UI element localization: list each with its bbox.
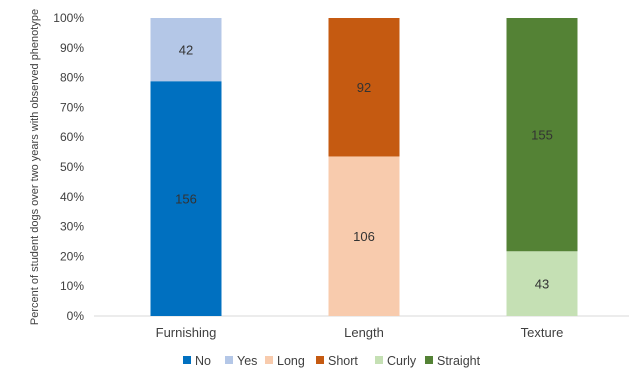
category-labels: Furnishing Length Texture (156, 325, 564, 340)
y-tick-label: 50% (60, 160, 84, 174)
legend-item: No (183, 354, 211, 368)
legend-swatch (225, 356, 233, 364)
legend-label: Short (328, 354, 358, 368)
data-label: 155 (531, 128, 553, 143)
legend-label: Long (277, 354, 305, 368)
legend-item: Curly (375, 354, 417, 368)
bar-segment (506, 251, 578, 316)
y-tick-label: 60% (60, 130, 84, 144)
y-axis-ticks: 0% 10% 20% 30% 40% 50% 60% 70% 80% 90% 100% (53, 11, 84, 323)
y-tick-label: 100% (53, 11, 84, 25)
bar-segment (150, 81, 222, 316)
y-tick-label: 40% (60, 190, 84, 204)
data-label: 43 (535, 277, 549, 292)
bar-segment (150, 18, 222, 82)
y-tick-label: 30% (60, 220, 84, 234)
y-tick-label: 80% (60, 71, 84, 85)
legend-swatch (316, 356, 324, 364)
category-label: Texture (521, 325, 564, 340)
legend-swatch (265, 356, 273, 364)
legend-item: Short (316, 354, 358, 368)
legend-swatch (183, 356, 191, 364)
bar-segment (328, 156, 400, 316)
bar-segment (506, 18, 578, 252)
legend-label: Straight (437, 354, 481, 368)
legend-label: No (195, 354, 211, 368)
bar-segment (328, 18, 400, 157)
data-label: 92 (357, 80, 371, 95)
legend-label: Curly (387, 354, 417, 368)
legend-item: Yes (225, 354, 257, 368)
legend-swatch (425, 356, 433, 364)
legend-swatch (375, 356, 383, 364)
legend-item: Straight (425, 354, 481, 368)
data-label: 106 (353, 229, 375, 244)
y-tick-label: 90% (60, 41, 84, 55)
bars: 156 42 106 92 43 155 (150, 18, 578, 316)
y-axis-label: Percent of student dogs over two years w… (29, 9, 41, 325)
legend: No Yes Long Short Curly Straight (183, 354, 481, 368)
legend-label: Yes (237, 354, 257, 368)
y-tick-label: 10% (60, 279, 84, 293)
y-tick-label: 20% (60, 249, 84, 263)
category-label: Length (344, 325, 384, 340)
y-tick-label: 70% (60, 100, 84, 114)
data-label: 156 (175, 192, 197, 207)
data-label: 42 (179, 43, 193, 58)
category-label: Furnishing (156, 325, 217, 340)
y-tick-label: 0% (67, 309, 85, 323)
legend-item: Long (265, 354, 305, 368)
